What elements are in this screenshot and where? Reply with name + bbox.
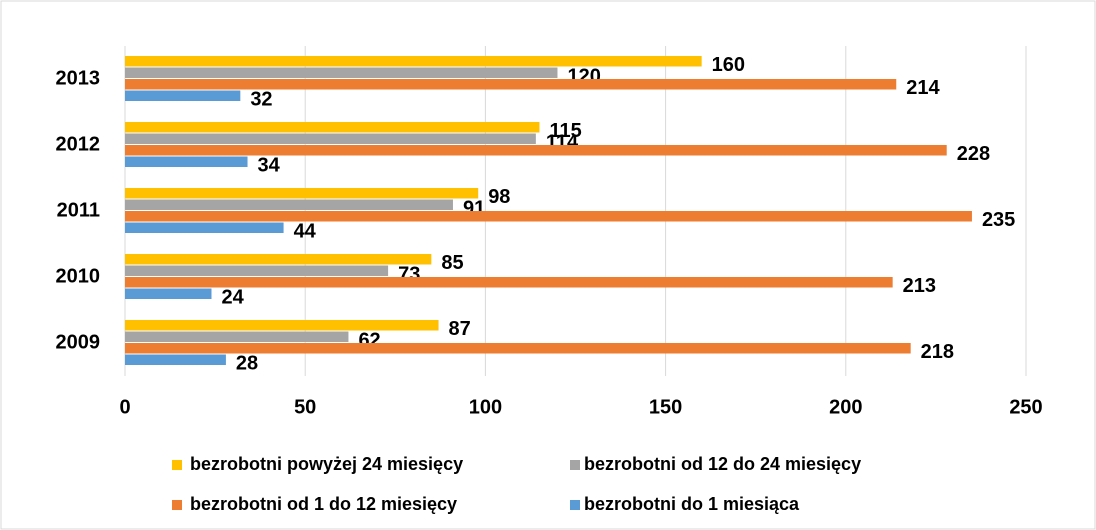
- legend-swatch: [570, 460, 580, 470]
- data-label: 228: [957, 143, 990, 165]
- x-tick-label: 50: [294, 396, 316, 418]
- bar: [125, 211, 972, 222]
- data-label: 218: [921, 341, 954, 363]
- legend-label: bezrobotni od 12 do 24 miesięcy: [584, 454, 861, 474]
- x-tick-label: 250: [1009, 396, 1042, 418]
- bar: [125, 277, 893, 288]
- bar: [125, 56, 702, 67]
- legend-swatch: [172, 460, 182, 470]
- bar: [125, 354, 226, 365]
- bar: [125, 222, 284, 233]
- bar: [125, 288, 212, 299]
- legend-swatch: [570, 500, 580, 510]
- data-label: 85: [441, 252, 463, 274]
- data-label: 87: [449, 318, 471, 340]
- bar: [125, 320, 439, 331]
- bar: [125, 67, 558, 78]
- bar: [125, 156, 248, 167]
- x-tick-label: 100: [469, 396, 502, 418]
- bar: [125, 199, 453, 210]
- bar: [125, 188, 479, 199]
- bar: [125, 254, 432, 265]
- bar: [125, 265, 389, 276]
- data-label: 34: [258, 155, 281, 177]
- data-label: 28: [236, 353, 258, 375]
- bar: [125, 122, 540, 133]
- data-label: 160: [712, 54, 745, 76]
- y-tick-label: 2009: [56, 331, 101, 353]
- x-tick-label: 200: [829, 396, 862, 418]
- bar: [125, 343, 911, 354]
- legend-label: bezrobotni do 1 miesiąca: [584, 494, 800, 514]
- bar: [125, 331, 349, 342]
- bar: [125, 90, 241, 101]
- bar: [125, 133, 536, 144]
- bar: [125, 79, 897, 90]
- legend-label: bezrobotni powyżej 24 miesięcy: [190, 454, 463, 474]
- data-label: 213: [903, 275, 936, 297]
- data-label: 214: [906, 77, 940, 99]
- y-tick-label: 2011: [57, 199, 100, 221]
- data-label: 115: [549, 120, 581, 142]
- data-label: 44: [294, 221, 317, 243]
- y-tick-label: 2013: [56, 67, 101, 89]
- bar: [125, 145, 947, 156]
- x-tick-label: 150: [649, 396, 682, 418]
- y-tick-label: 2010: [56, 265, 101, 287]
- x-tick-label: 0: [119, 396, 130, 418]
- data-label: 24: [221, 287, 244, 309]
- legend-swatch: [172, 500, 182, 510]
- legend-label: bezrobotni od 1 do 12 miesięcy: [190, 494, 457, 514]
- data-label: 32: [250, 89, 272, 111]
- data-label: 235: [982, 209, 1015, 231]
- y-tick-label: 2012: [56, 133, 101, 155]
- data-label: 98: [488, 186, 510, 208]
